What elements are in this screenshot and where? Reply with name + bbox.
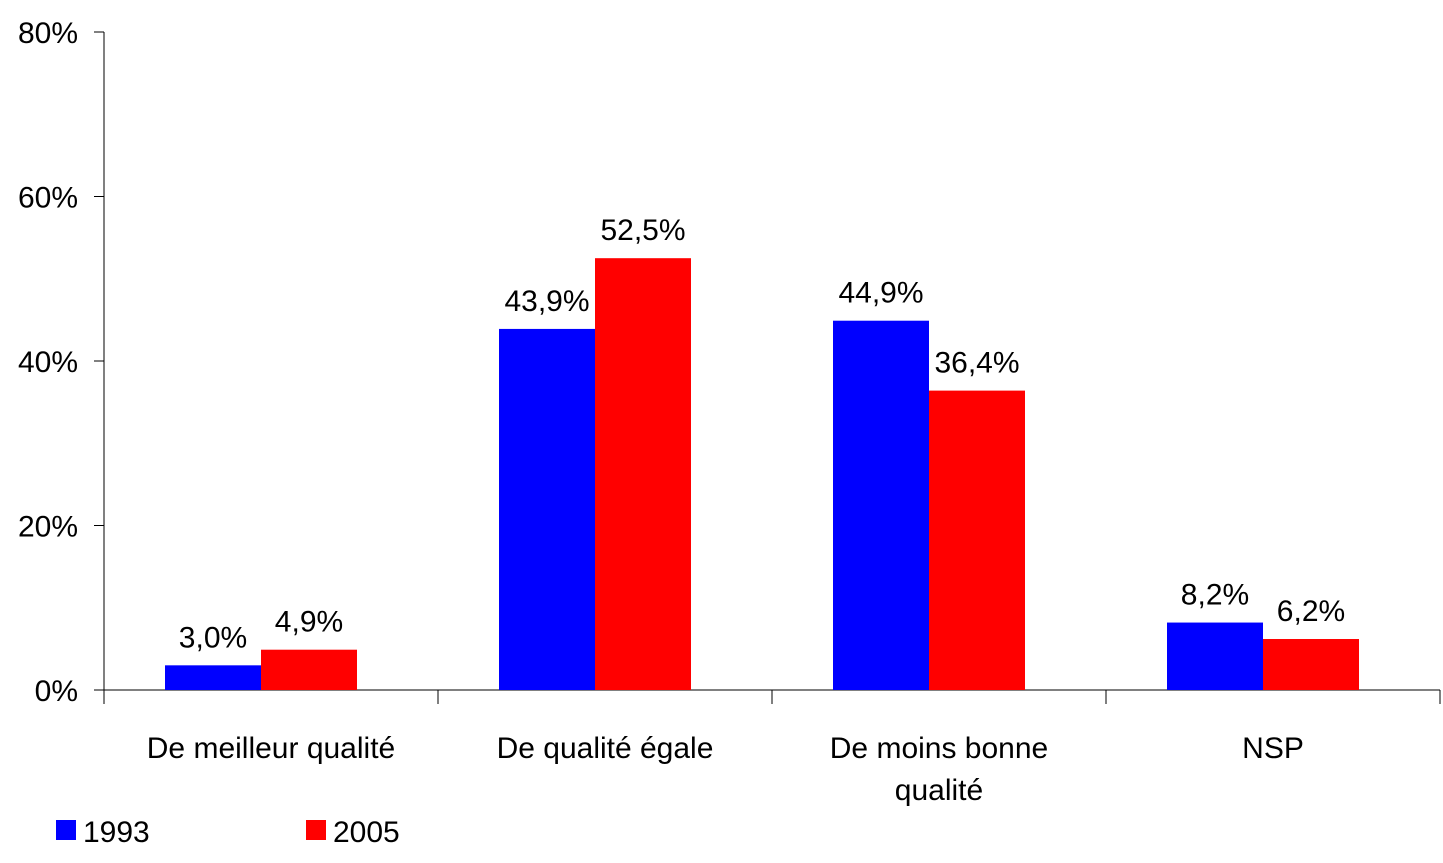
legend: 1993 2005 <box>56 816 400 849</box>
x-category-label: De moins bonne qualité <box>830 732 1048 807</box>
data-label: 8,2% <box>1181 579 1249 612</box>
axes: 0% 20% 40% 60% 80% De meilleur qualité De qual… <box>18 17 1441 807</box>
bar-2005 <box>261 649 357 690</box>
bar-1993 <box>1167 622 1263 690</box>
x-category-label: NSP <box>1242 732 1304 765</box>
bar-1993 <box>165 665 261 690</box>
y-tick-label: 20% <box>18 511 78 544</box>
bar-1993 <box>833 320 929 690</box>
bar-2005 <box>595 258 691 690</box>
data-label: 43,9% <box>504 285 589 318</box>
data-labels: 3,0% 4,9% 43,9% 52,5% 44,9% 36,4% 8,2% 6,2% <box>179 214 1345 654</box>
data-label: 6,2% <box>1277 595 1345 628</box>
bar-2005 <box>1263 639 1359 690</box>
legend-label: 2005 <box>333 816 400 849</box>
data-label: 52,5% <box>600 214 685 247</box>
bar-2005 <box>929 390 1025 690</box>
x-category-label: De qualité égale <box>497 732 714 765</box>
y-tick-label: 80% <box>18 17 78 50</box>
data-label: 3,0% <box>179 621 247 654</box>
y-tick-label: 0% <box>35 675 78 708</box>
x-category-label-line: De moins bonne <box>830 732 1048 765</box>
legend-label: 1993 <box>83 816 150 849</box>
data-label: 36,4% <box>934 347 1019 380</box>
y-tick-label: 40% <box>18 346 78 379</box>
legend-swatch <box>306 820 326 840</box>
bar-1993 <box>499 328 595 690</box>
legend-swatch <box>56 820 76 840</box>
x-category-label-line: De qualité égale <box>497 732 714 765</box>
x-category-label-line: De meilleur qualité <box>147 732 395 765</box>
x-category-label: De meilleur qualité <box>147 732 395 765</box>
y-tick-label: 60% <box>18 182 78 215</box>
bars <box>165 258 1359 690</box>
x-category-label-line: qualité <box>895 774 983 807</box>
data-label: 44,9% <box>838 277 923 310</box>
x-category-label-line: NSP <box>1242 732 1304 765</box>
data-label: 4,9% <box>275 606 343 639</box>
